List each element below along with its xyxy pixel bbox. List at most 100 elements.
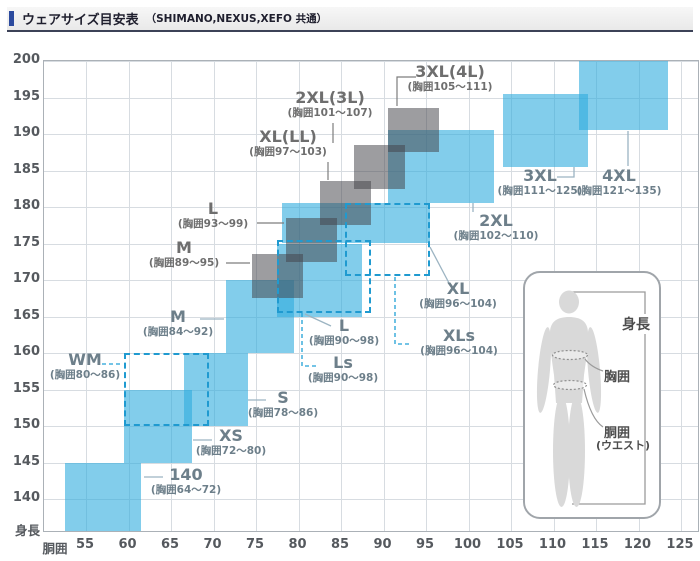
label-l-chest-range: (胸囲90～98)	[308, 334, 380, 347]
label-m: M (胸囲84～92)	[142, 307, 214, 338]
label-xl: XL (胸囲96～104)	[419, 279, 497, 310]
y-tick-200: 200	[12, 52, 40, 67]
label-xl-size: XL	[446, 279, 470, 298]
figure-height-label: 身長	[619, 314, 653, 334]
label-140-chest-range: (胸囲64～72)	[150, 483, 222, 496]
y-axis-label: 身長	[14, 523, 40, 538]
size-region-s	[183, 353, 248, 426]
page-title: ウェアサイズ目安表	[22, 13, 139, 28]
label-xs: XS (胸囲72～80)	[196, 426, 266, 457]
page-title-sub: （SHIMANO,NEXUS,XEFO 共通）	[145, 13, 328, 25]
waist-leader-line	[583, 388, 604, 428]
body-silhouette	[536, 290, 602, 507]
label-4xl: 4XL (胸囲121～135)	[576, 166, 662, 197]
label-xs-size: XS	[219, 426, 243, 445]
label-m-g-size: M	[176, 238, 192, 257]
label-l: L (胸囲90～98)	[308, 317, 380, 347]
x-tick-95: 95	[415, 537, 435, 552]
label-s-size: S	[277, 388, 289, 407]
gridline-y-200	[44, 61, 698, 62]
size-region-wm	[124, 353, 210, 426]
page-title-bar: ウェアサイズ目安表 （SHIMANO,NEXUS,XEFO 共通）	[7, 7, 693, 32]
label-ls: Ls (胸囲90～98)	[307, 354, 379, 384]
size-region-2xl-g	[353, 144, 405, 189]
gridline-y-145	[44, 462, 698, 464]
height-bracket	[572, 291, 646, 505]
label-l-g-size: L	[207, 199, 219, 218]
gridline-y-165	[44, 316, 698, 318]
x-tick-125: 125	[666, 537, 694, 552]
chest-measure-ellipse	[551, 349, 589, 361]
label-xls-size: XLs	[442, 326, 476, 345]
gridline-x-100	[468, 61, 470, 531]
x-tick-110: 110	[538, 537, 567, 552]
label-4xl-size: 4XL	[602, 166, 636, 185]
x-tick-60: 60	[118, 537, 137, 552]
gridline-y-195	[44, 97, 698, 99]
label-ls-chest-range: (胸囲90～98)	[307, 371, 379, 384]
label-4xl-chest-range: (胸囲121～135)	[576, 184, 662, 197]
gridline-y-150	[44, 426, 698, 427]
label-2xl-g-size: 2XL(3L)	[295, 88, 365, 107]
label-2xl-size: 2XL	[479, 211, 513, 230]
size-region-l-g	[285, 217, 337, 262]
size-region-140	[64, 462, 142, 531]
y-tick-155: 155	[12, 380, 40, 396]
figure-chest-label: 胸囲	[604, 370, 631, 385]
size-region-xs	[124, 389, 193, 463]
y-tick-190: 190	[12, 125, 40, 140]
x-tick-75: 75	[245, 537, 265, 552]
gridline-x-70	[213, 61, 215, 531]
human-silhouette	[536, 290, 646, 507]
gridline-y-170	[44, 280, 698, 281]
gridline-y-190	[44, 134, 698, 135]
label-s: S (胸囲78～86)	[247, 388, 319, 419]
label-m-g: M (胸囲89～95)	[149, 238, 219, 269]
y-tick-195: 195	[12, 88, 40, 104]
label-m-size: M	[170, 307, 186, 326]
label-m-chest-range: (胸囲84～92)	[142, 325, 214, 338]
label-3xl-g-chest-range: (胸囲105～111)	[407, 80, 493, 93]
label-l-g: L (胸囲93～99)	[178, 199, 248, 230]
gridline-y-140	[44, 499, 698, 500]
title-accent-bar	[9, 11, 14, 26]
x-tick-90: 90	[373, 537, 392, 552]
label-xl-g-size: XL(LL)	[259, 127, 317, 146]
label-2xl-chest-range: (胸囲102～110)	[453, 229, 539, 242]
label-wm-chest-range: (胸囲80～86)	[49, 368, 121, 381]
y-tick-185: 185	[12, 161, 40, 177]
label-2xl-g-chest-range: (胸囲101～107)	[287, 106, 373, 119]
label-wm-size: WM	[68, 350, 102, 369]
x-tick-55: 55	[75, 537, 95, 552]
label-140: 140 (胸囲64～72)	[150, 465, 222, 496]
size-region-3xl	[502, 93, 588, 167]
waist-measure-ellipse	[552, 379, 588, 391]
x-tick-85: 85	[330, 537, 350, 552]
gridline-x-90	[383, 61, 385, 531]
label-3xl: 3XL (胸囲111～125)	[497, 167, 583, 197]
gridline-x-95	[426, 61, 427, 531]
x-tick-65: 65	[160, 537, 180, 552]
label-xls-chest-range: (胸囲96～104)	[420, 344, 498, 357]
x-tick-80: 80	[288, 537, 307, 552]
label-s-chest-range: (胸囲78～86)	[247, 406, 319, 419]
y-tick-175: 175	[12, 234, 40, 250]
gridline-y-175	[44, 243, 698, 245]
x-tick-115: 115	[581, 537, 609, 552]
x-tick-70: 70	[203, 537, 222, 552]
gridline-x-65	[171, 61, 172, 531]
y-tick-170: 170	[12, 271, 40, 286]
size-region-4xl	[579, 61, 669, 131]
label-xl-g: XL(LL) (胸囲97～103)	[249, 127, 327, 158]
size-region-ls	[277, 239, 371, 313]
x-tick-105: 105	[496, 537, 524, 552]
gridline-x-60	[128, 61, 130, 531]
label-3xl-chest-range: (胸囲111～125)	[497, 184, 583, 197]
measurement-figure-panel: 身長 胸囲 胴囲 (ウエスト)	[523, 271, 661, 519]
y-tick-140: 140	[12, 490, 40, 505]
label-xls: XLs (胸囲96～104)	[420, 326, 498, 357]
label-140-size: 140	[169, 465, 203, 484]
y-tick-180: 180	[12, 198, 40, 213]
y-tick-165: 165	[12, 307, 40, 323]
